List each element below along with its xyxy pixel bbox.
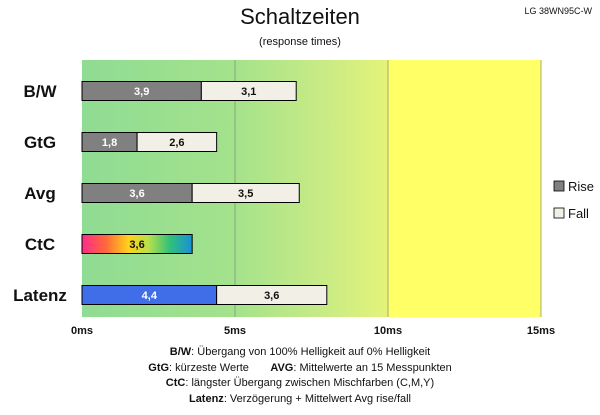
bar-fall-label: 3,6 [264, 290, 279, 302]
bar-fall [216, 285, 328, 305]
monitor-model-label: LG 38WN95C-W [524, 6, 592, 16]
bar-fall [191, 183, 300, 203]
chart-title: Schaltzeiten [240, 4, 360, 29]
note-latenz-text: : Verzögerung + Mittelwert Avg rise/fall [223, 392, 412, 405]
legend-fall-label: Fall [568, 206, 589, 221]
x-tick-label: 0ms [71, 325, 93, 337]
chart-subtitle: (response times) [259, 36, 341, 48]
bar-fall-label: 3,1 [241, 86, 256, 98]
note-gtg-key: GtG [148, 361, 170, 374]
note-bw-key: B/W [169, 346, 192, 358]
category-label: CtC [25, 235, 55, 254]
legend-rise-swatch [553, 180, 565, 192]
x-tick-label: 10ms [374, 325, 402, 337]
note-gtg-avg: GtG: kürzeste Werte AVG: Mittelwerte an … [0, 361, 600, 377]
category-label: Latenz [13, 286, 67, 305]
bar-fall-label: 3,5 [238, 188, 253, 200]
x-tick-label: 15ms [527, 325, 555, 337]
bar-fall-label: 2,6 [169, 137, 184, 149]
bar-rise-label: 3,6 [129, 188, 144, 200]
note-avg-text: : Mittelwerte an 15 Messpunkten [293, 361, 452, 374]
bar-fall [200, 81, 297, 101]
response-time-chart: 3,9 3,1 1,8 2,6 3,6 3,5 3,6 4,4 3,6 B/W GtG Avg CtC… [13, 60, 594, 337]
note-ctc: CtC: längster Übergang zwischen Mischfar… [0, 376, 600, 392]
category-label: B/W [23, 82, 57, 101]
bar-rise-label: 3,9 [134, 86, 149, 98]
legend-fall-swatch [553, 207, 565, 219]
x-tick-label: 5ms [224, 325, 246, 337]
category-label: Avg [24, 184, 56, 203]
note-gtg-text: : kürzeste Werte [169, 361, 249, 374]
note-latenz: Latenz: Verzögerung + Mittelwert Avg ris… [0, 392, 600, 408]
bar-rise-label: 3,6 [129, 239, 144, 251]
note-ctc-text: : längster Übergang zwischen Mischfarben… [185, 377, 435, 389]
legend-rise-label: Rise [568, 179, 594, 194]
note-bw: B/W: Übergang von 100% Helligkeit auf 0%… [0, 345, 600, 361]
bar-rise-label: 1,8 [102, 137, 117, 149]
bar-rise-label: 4,4 [142, 290, 158, 302]
note-avg-key: AVG [270, 361, 294, 374]
notes-section: B/W: Übergang von 100% Helligkeit auf 0%… [0, 345, 600, 407]
category-label: GtG [24, 133, 56, 152]
bar-fall [136, 132, 218, 152]
note-ctc-key: CtC [165, 377, 186, 389]
note-latenz-key: Latenz [188, 392, 224, 405]
bar-rise [81, 234, 193, 254]
note-bw-text: : Übergang von 100% Helligkeit auf 0% He… [191, 346, 431, 358]
